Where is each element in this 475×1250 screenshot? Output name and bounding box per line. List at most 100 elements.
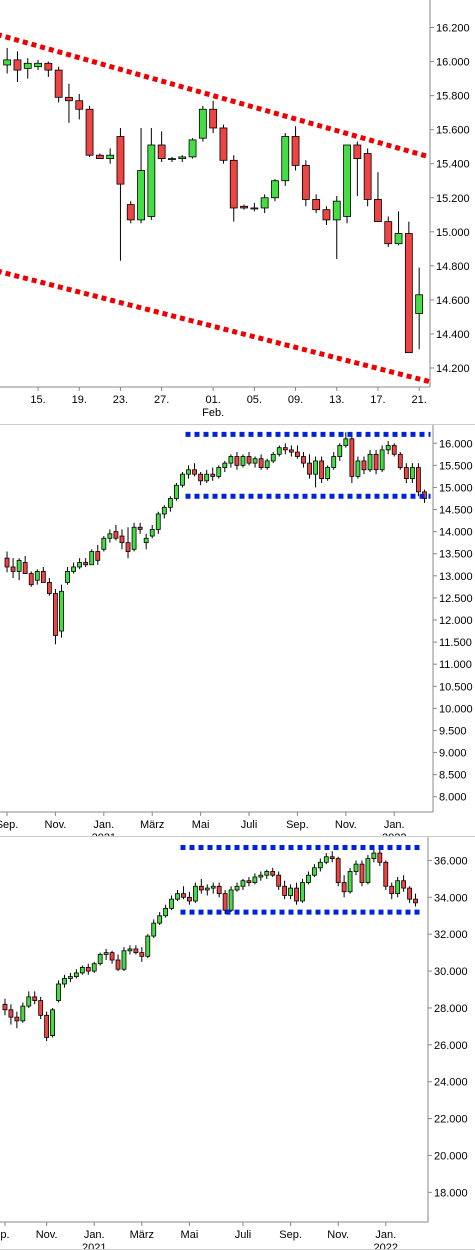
candle-down [139, 952, 145, 957]
candle-up [127, 948, 133, 952]
candle-up [385, 445, 391, 451]
y-tick-label: 14.200 [436, 363, 470, 375]
candle-down [157, 144, 166, 160]
candle-up [250, 207, 259, 210]
candle-down [198, 885, 204, 891]
candle-up [395, 880, 401, 895]
y-tick-label: 15.000 [436, 227, 470, 239]
candle-up [332, 200, 341, 221]
candle-down [14, 1016, 20, 1022]
candle-down [353, 144, 362, 160]
candle-up [371, 852, 377, 859]
x-tick-label: Sep. [279, 1229, 302, 1241]
y-tick-label: 8.000 [439, 792, 467, 804]
y-tick-label: 36.000 [434, 855, 468, 867]
candle-up [163, 907, 169, 917]
candle-up [34, 62, 42, 68]
candle-down [44, 1014, 50, 1038]
candle-down [341, 882, 347, 893]
candle-down [246, 880, 252, 883]
candle-up [77, 562, 83, 568]
candle-up [222, 462, 228, 468]
candle-down [115, 959, 121, 970]
candle-down [75, 100, 84, 110]
candle-up [347, 871, 353, 893]
candle-down [377, 852, 383, 863]
candle-down [40, 570, 46, 583]
y-tick-label: 10.000 [439, 703, 473, 715]
candle-up [68, 976, 73, 979]
candle-down [125, 542, 131, 552]
y-tick-label: 24.000 [434, 1077, 468, 1089]
y-tick-label: 8.500 [439, 770, 467, 782]
candle-down [119, 535, 125, 544]
candle-down [229, 159, 238, 209]
y-tick-label: 22.000 [434, 1114, 468, 1126]
candle-down [335, 858, 341, 883]
plot-area [2, 847, 418, 1042]
candle-up [365, 858, 371, 883]
candle-down [95, 154, 104, 160]
candle-down [349, 438, 355, 477]
candle-down [181, 893, 186, 898]
y-tick-label: 16.000 [436, 57, 470, 69]
candle-down [126, 204, 135, 221]
y-tick-label: 13.500 [439, 549, 473, 561]
candle-down [192, 469, 197, 475]
candle-up [367, 453, 373, 471]
y-tick-label: 20.000 [434, 1150, 468, 1162]
candle-down [95, 551, 101, 561]
candle-down [295, 451, 300, 457]
candle-up [73, 972, 79, 978]
y-tick-label: 14.400 [436, 329, 470, 341]
candle-down [22, 562, 28, 575]
candle-up [210, 885, 216, 889]
x-tick-label: Juli [241, 819, 258, 831]
weekly-chart-panel-1: 16.000 15.500 15.000 14.500 14.000 13.500 13.0… [0, 425, 475, 837]
candle-down [38, 1000, 44, 1016]
trend-line [0, 269, 430, 385]
candle-up [56, 983, 61, 1001]
daily-candlestick-chart: 16.20016.00015.80015.60015.40015.20015.0… [0, 0, 475, 425]
candle-up [415, 294, 424, 314]
x-tick-sublabel: 2021 [82, 1242, 106, 1250]
candle-up [131, 526, 137, 550]
candle-up [71, 566, 76, 572]
candle-down [209, 108, 218, 129]
candle-up [91, 963, 97, 972]
candle-down [416, 467, 421, 493]
candle-up [151, 922, 157, 937]
candle-up [409, 467, 415, 480]
candle-up [234, 885, 240, 891]
candle-up [20, 1005, 26, 1022]
candle-down [116, 136, 125, 185]
candle-up [331, 456, 337, 468]
candle-down [288, 449, 294, 453]
candle-down [389, 885, 395, 895]
candle-up [252, 876, 258, 883]
y-tick-label: 16.200 [436, 23, 470, 35]
x-tick-label: 05. [247, 394, 262, 406]
candle-down [301, 456, 306, 464]
candle-down [322, 209, 331, 221]
y-tick-label: 18.000 [434, 1187, 468, 1199]
candle-up [343, 144, 351, 217]
candle-down [258, 458, 264, 468]
x-tick-label: Nov. [327, 1229, 349, 1241]
candle-up [192, 885, 198, 902]
candle-up [106, 154, 115, 160]
candle-up [260, 197, 269, 209]
candle-up [62, 978, 67, 985]
x-tick-sublabel: 2022 [382, 832, 406, 837]
candle-down [301, 165, 310, 200]
candle-down [83, 562, 89, 566]
candle-up [228, 456, 234, 464]
x-tick-label: 15. [30, 394, 45, 406]
candle-up [101, 537, 107, 550]
candle-up [178, 156, 187, 160]
candle-up [264, 871, 270, 876]
candle-down [219, 127, 228, 161]
x-tick-label: März [140, 819, 164, 831]
x-tick-label: Sep. [0, 819, 18, 831]
candle-up [157, 915, 163, 924]
